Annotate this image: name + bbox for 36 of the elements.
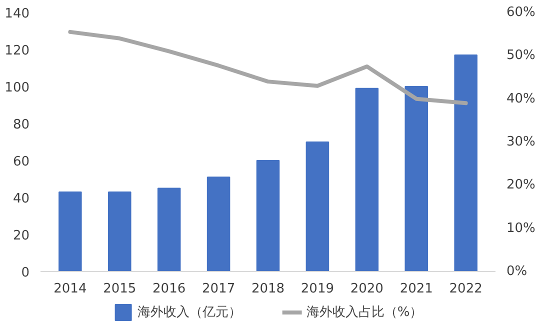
y-tick-label: 140 xyxy=(4,6,30,22)
line-series xyxy=(68,30,468,106)
y-tick-label: 100 xyxy=(4,80,30,96)
bar xyxy=(454,54,478,272)
x-tick-label: 2019 xyxy=(300,282,334,296)
y-tick-label: 20 xyxy=(12,228,30,244)
legend-label: 海外收入（亿元） xyxy=(137,304,242,321)
y-tick-label: 40 xyxy=(12,192,30,206)
y2-tick-label: 60% xyxy=(506,5,536,20)
bar xyxy=(108,191,132,272)
x-tick-label: 2017 xyxy=(202,282,236,296)
x-tick-label: 2018 xyxy=(251,282,285,296)
y-tick-label: 80 xyxy=(12,118,30,132)
x-tick-label: 2015 xyxy=(103,282,136,296)
bar xyxy=(206,176,230,272)
x-tick-label: 2020 xyxy=(350,282,384,296)
bar xyxy=(404,86,428,272)
bar xyxy=(256,160,280,272)
y2-tick-label: 10% xyxy=(506,220,536,236)
x-tick-label: 2022 xyxy=(449,282,482,296)
x-tick-label: 2014 xyxy=(54,282,87,296)
y2-tick-label: 20% xyxy=(506,178,536,193)
y2-tick-label: 0% xyxy=(506,264,528,279)
y-tick-label: 0 xyxy=(21,266,30,280)
y2-tick-label: 40% xyxy=(506,91,536,106)
y-tick-label: 60 xyxy=(12,154,30,170)
x-tick-label: 2016 xyxy=(152,282,186,296)
bar xyxy=(157,188,181,272)
legend-label: 海外收入占比（%） xyxy=(306,304,423,321)
y2-tick-label: 30% xyxy=(506,134,536,150)
y2-tick-label: 50% xyxy=(506,48,536,64)
bar xyxy=(306,142,330,272)
x-tick-label: 2021 xyxy=(400,282,433,296)
y-tick-label: 120 xyxy=(4,44,30,58)
bar xyxy=(355,88,379,272)
bar xyxy=(58,191,82,272)
